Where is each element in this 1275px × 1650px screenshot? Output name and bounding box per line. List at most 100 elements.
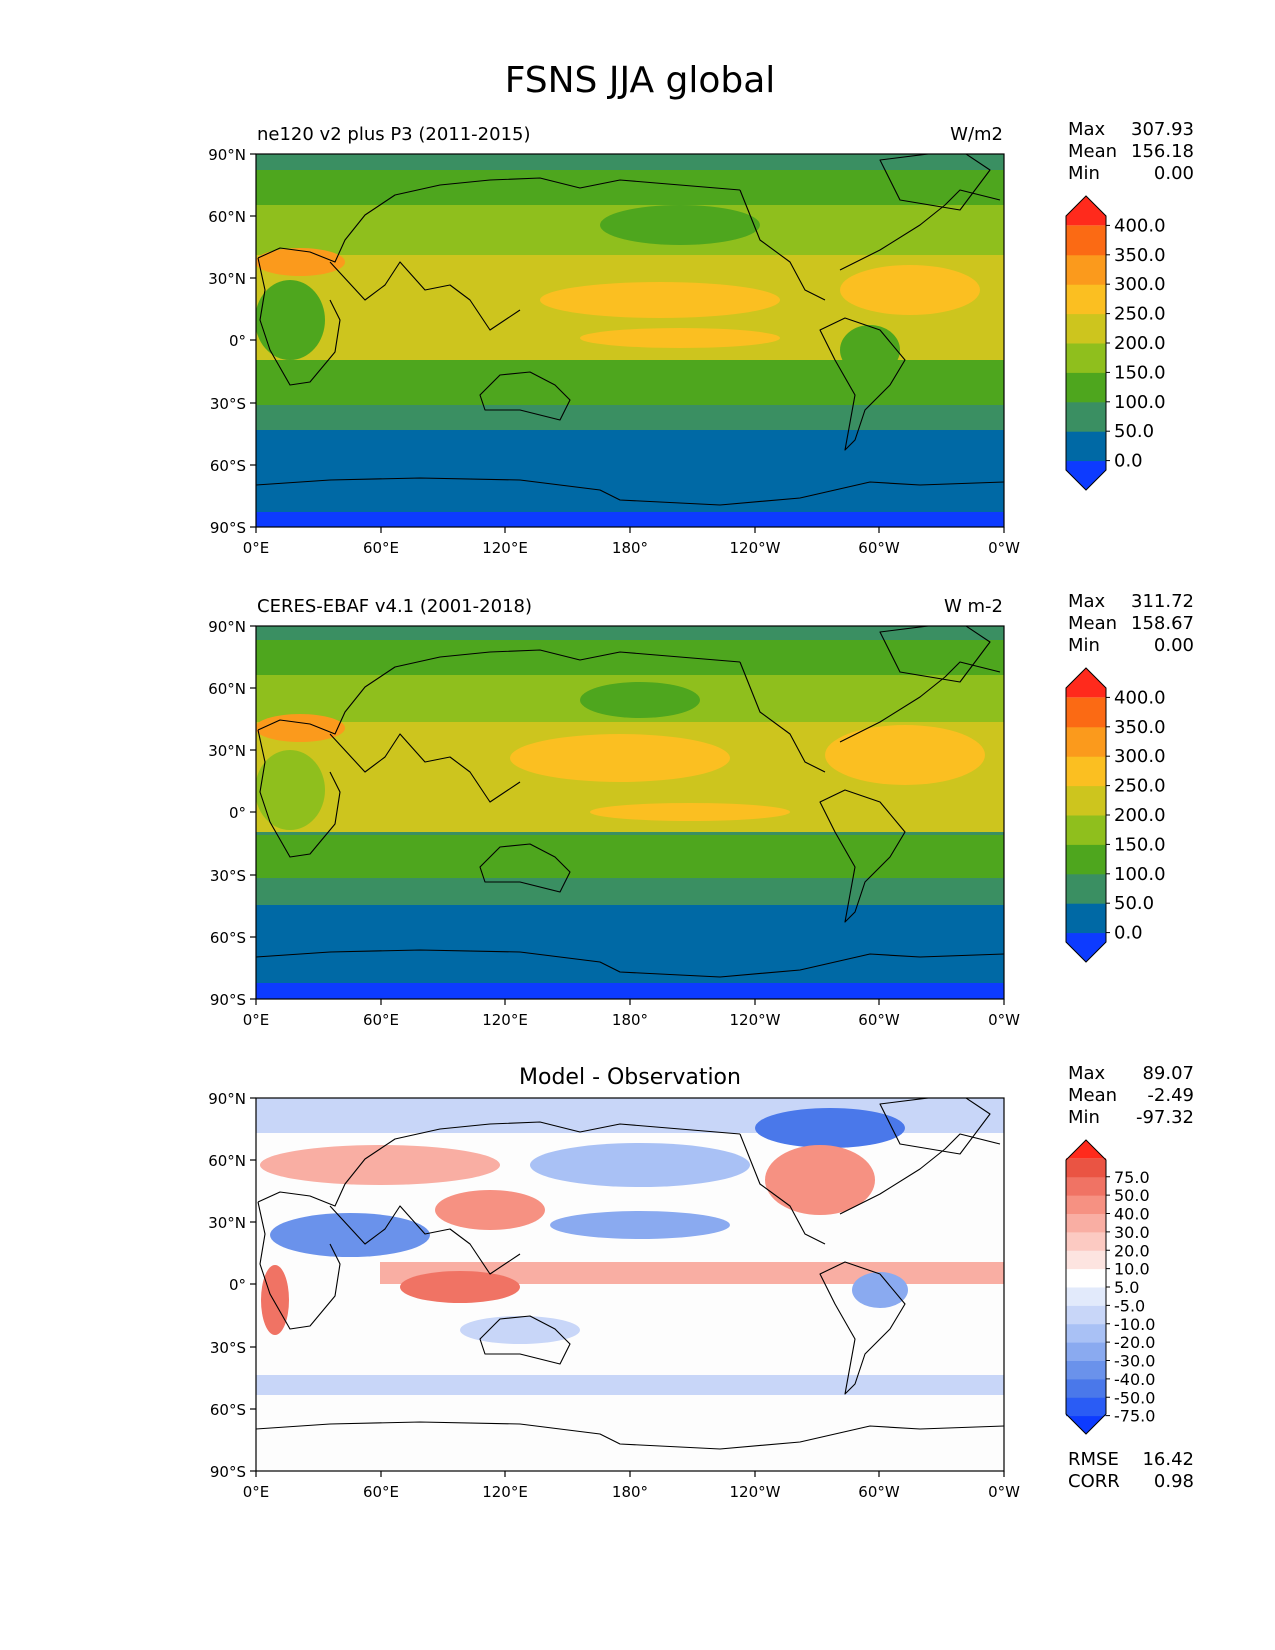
lat-ticks: 90°N 60°N 30°N 0° 30°S 60°S 90°S <box>208 618 256 1009</box>
colorbar-segment <box>1066 1397 1106 1417</box>
colorbar-label: 100.0 <box>1114 864 1166 885</box>
colorbar-segment <box>1066 284 1106 315</box>
lon-tick: 0°W <box>988 999 1020 1029</box>
lat-tick: 60°N <box>208 208 256 226</box>
colorbar-label: -40.0 <box>1114 1370 1155 1389</box>
lon-label: 60°E <box>363 1483 399 1501</box>
colorbar-segment <box>1066 844 1106 875</box>
high-sahara <box>256 714 345 742</box>
lat-tick: 60°N <box>208 1152 256 1170</box>
colorbar-segment <box>1066 254 1106 285</box>
colorbar-segment <box>1066 1250 1106 1270</box>
lon-tick: 120°W <box>730 527 781 557</box>
colorbar-label: 350.0 <box>1114 245 1166 266</box>
stat-mean-value: -2.49 <box>1147 1085 1194 1106</box>
colorbar-label: -75.0 <box>1114 1407 1155 1426</box>
panel-left-title: CERES-EBAF v4.1 (2001-2018) <box>257 596 532 617</box>
lon-tick: 180° <box>612 999 648 1029</box>
colorbar-segment <box>1066 903 1106 934</box>
colorbar-label: 400.0 <box>1114 687 1166 708</box>
colorbar-outline <box>1065 1139 1107 1435</box>
lon-tick: 0°E <box>243 1471 269 1501</box>
colorbar-label: 50.0 <box>1114 1186 1150 1205</box>
colorbar-segment <box>1066 196 1106 226</box>
lat-tick: 90°S <box>210 519 256 537</box>
lat-label: 0° <box>229 332 246 350</box>
stat-max-label: Max <box>1068 1063 1106 1084</box>
stat-max-value: 307.93 <box>1131 119 1194 140</box>
rmse-label: RMSE <box>1068 1449 1119 1470</box>
lat-tick: 60°N <box>208 680 256 698</box>
lat-label: 90°S <box>210 519 246 537</box>
lon-tick: 0°W <box>988 1471 1020 1501</box>
colorbar-segment <box>1066 313 1106 344</box>
colorbar-segment <box>1066 1140 1106 1160</box>
lat-tick: 90°N <box>208 618 256 636</box>
lat-label: 30°S <box>210 867 246 885</box>
lat-label: 30°S <box>210 395 246 413</box>
high-equator <box>580 328 780 348</box>
high-pacific <box>510 734 730 782</box>
colorbar-label: -30.0 <box>1114 1352 1155 1371</box>
stat-min-value: -97.32 <box>1136 1107 1194 1128</box>
colorbar-label: 400.0 <box>1114 215 1166 236</box>
lon-label: 0°W <box>988 539 1020 557</box>
coastlines <box>256 1098 1004 1450</box>
lon-tick: 120°E <box>482 999 528 1029</box>
lon-label: 60°W <box>858 1483 900 1501</box>
stat-min-value: 0.00 <box>1154 635 1194 656</box>
north-pacific-negative <box>530 1143 750 1187</box>
band-south-mid <box>256 360 1004 410</box>
band-south-temperate <box>256 878 1004 905</box>
panel-units: W m-2 <box>944 596 1003 617</box>
colorbar-segment <box>1066 1342 1106 1361</box>
north-pacific-green <box>580 682 700 718</box>
lon-ticks: 0°E 60°E 120°E 180° 120°W 60°W 0°W <box>243 1471 1020 1501</box>
africa-green <box>256 280 325 360</box>
coastlines <box>256 154 1004 506</box>
north-pacific-green <box>600 205 760 245</box>
lat-label: 30°S <box>210 1339 246 1357</box>
lon-label: 120°E <box>482 1483 528 1501</box>
colorbar-segment <box>1066 1323 1106 1343</box>
colorbar-segment <box>1066 401 1106 432</box>
lon-tick: 120°E <box>482 527 528 557</box>
colorbar-label: 40.0 <box>1114 1205 1150 1224</box>
lon-label: 120°W <box>730 1483 781 1501</box>
colorbar-outline <box>1065 667 1107 963</box>
maritime-positive <box>400 1271 520 1303</box>
lon-tick: 180° <box>612 527 648 557</box>
band-arctic <box>256 640 1004 680</box>
stat-max-label: Max <box>1068 119 1106 140</box>
colorbar-label: 300.0 <box>1114 274 1166 295</box>
lat-tick: 60°S <box>210 1401 256 1419</box>
lon-label: 0°E <box>243 1011 270 1029</box>
panel-model: ne120 v2 plus P3 (2011-2015) W/m2 <box>208 119 1194 557</box>
colorbar-segment <box>1066 726 1106 757</box>
equatorial-positive <box>380 1262 1004 1284</box>
africa-green <box>256 750 325 830</box>
lon-label: 0°E <box>243 539 270 557</box>
coastlines <box>256 626 1004 978</box>
band-southern-ocean <box>256 430 1004 512</box>
lat-label: 60°S <box>210 929 246 947</box>
lon-label: 180° <box>612 539 648 557</box>
lon-tick: 60°W <box>858 1471 900 1501</box>
south-pacific-negative <box>460 1316 580 1344</box>
colorbar-label: 250.0 <box>1114 776 1166 797</box>
greenland-negative <box>755 1108 905 1148</box>
colorbar-label: 30.0 <box>1114 1223 1150 1242</box>
lat-tick: 30°S <box>210 1339 256 1357</box>
lon-tick: 120°E <box>482 1471 528 1501</box>
colorbar-segment <box>1066 225 1106 256</box>
colorbar-label: 50.0 <box>1114 893 1154 914</box>
colorbar: -75.0-50.0-40.0-30.0-20.0-10.0-5.05.010.… <box>1065 1139 1155 1435</box>
lat-tick: 90°S <box>210 991 256 1009</box>
lon-label: 180° <box>612 1483 648 1501</box>
colorbar-label: 5.0 <box>1114 1278 1139 1297</box>
lat-label: 30°N <box>208 270 246 288</box>
lon-label: 0°W <box>988 1011 1020 1029</box>
lon-label: 120°E <box>482 539 528 557</box>
high-sahara <box>256 248 345 276</box>
